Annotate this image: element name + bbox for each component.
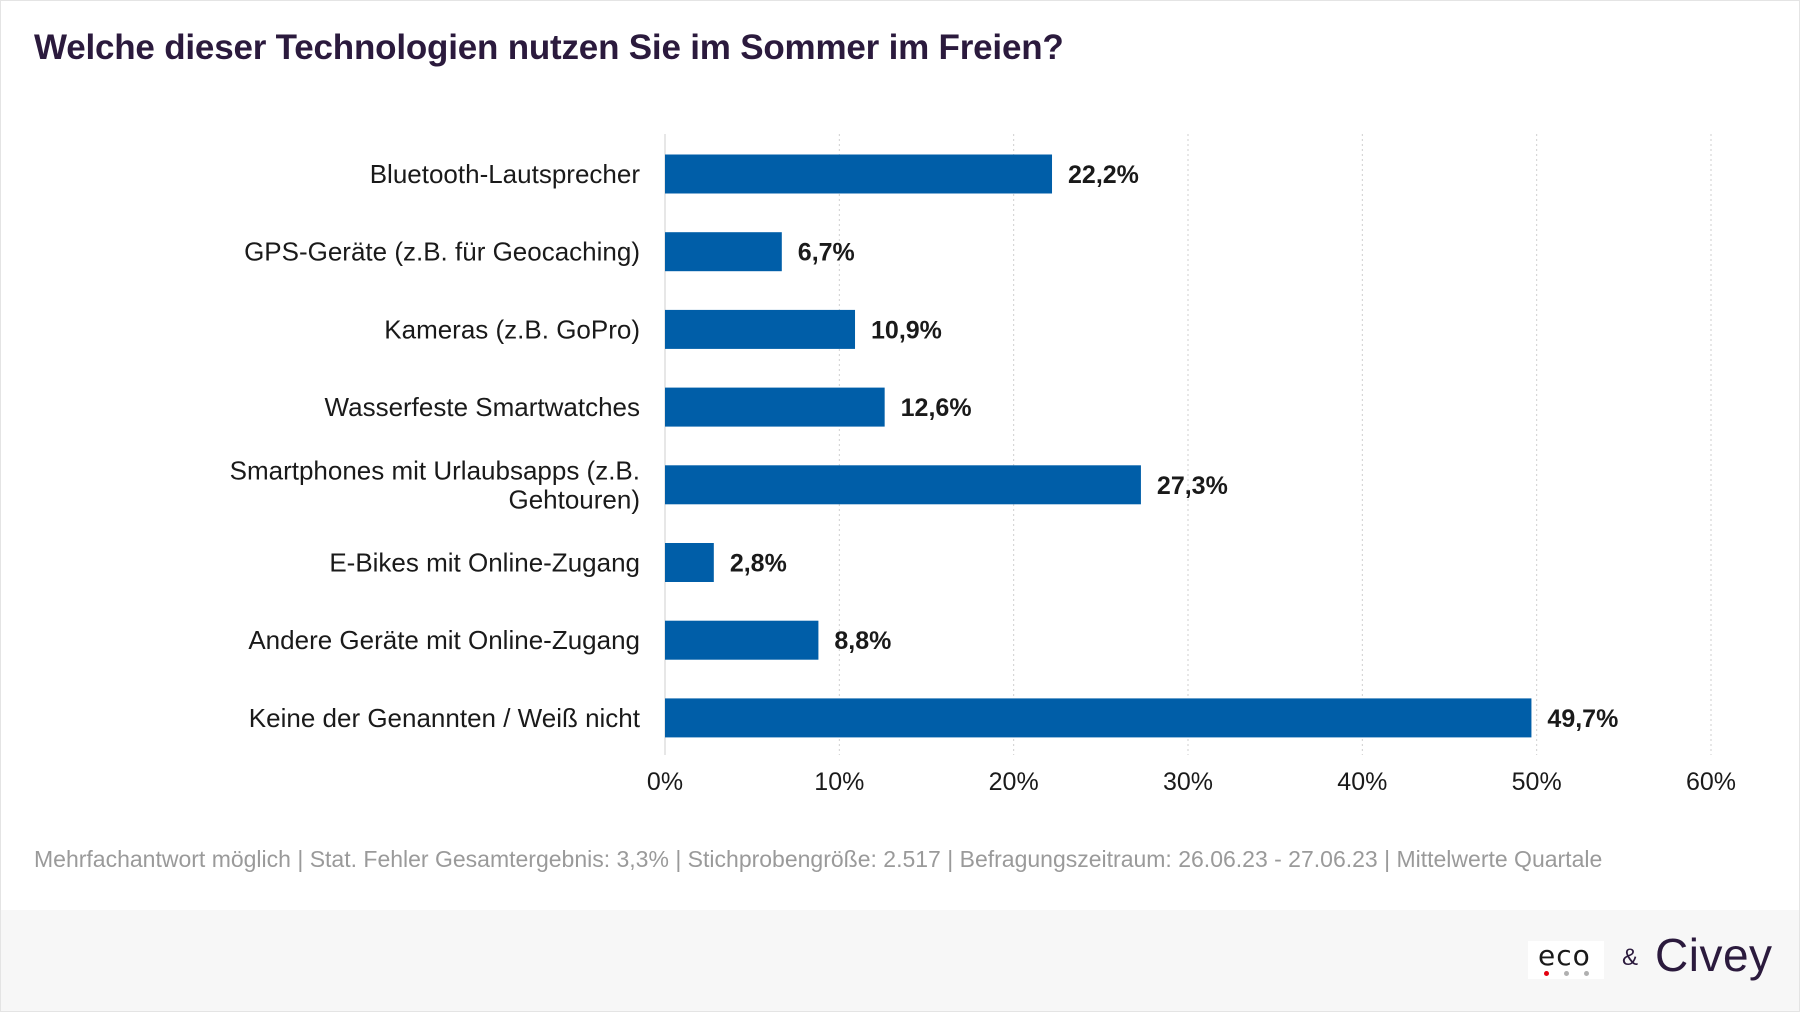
bar bbox=[665, 232, 782, 272]
value-label: 10,9% bbox=[871, 316, 942, 344]
bar bbox=[665, 154, 1053, 194]
value-label: 2,8% bbox=[730, 550, 787, 578]
bar bbox=[665, 620, 819, 660]
category-label: Keine der Genannten / Weiß nicht bbox=[249, 703, 641, 733]
x-tick-label: 10% bbox=[814, 768, 864, 796]
category-label: Bluetooth-Lautsprecher bbox=[370, 159, 641, 189]
bar bbox=[665, 698, 1532, 738]
footer-bar bbox=[1, 910, 1799, 1011]
value-label: 12,6% bbox=[901, 394, 972, 422]
x-tick-label: 0% bbox=[647, 768, 683, 796]
category-label: Andere Geräte mit Online-Zugang bbox=[248, 625, 640, 655]
x-tick-label: 20% bbox=[989, 768, 1039, 796]
eco-logo-dot bbox=[1544, 971, 1549, 976]
value-label: 27,3% bbox=[1157, 472, 1228, 500]
bar bbox=[665, 387, 885, 427]
value-label: 49,7% bbox=[1547, 705, 1618, 733]
civey-logo: Civey bbox=[1655, 929, 1773, 981]
bar bbox=[665, 465, 1141, 505]
bar bbox=[665, 543, 714, 582]
value-label: 22,2% bbox=[1068, 161, 1139, 189]
category-label: Wasserfeste Smartwatches bbox=[325, 392, 640, 422]
value-label: 8,8% bbox=[834, 627, 891, 655]
eco-logo-dot bbox=[1564, 971, 1569, 976]
value-label: 6,7% bbox=[798, 239, 855, 267]
category-label: E-Bikes mit Online-Zugang bbox=[329, 548, 640, 578]
bar bbox=[665, 309, 856, 349]
footnote: Mehrfachantwort möglich | Stat. Fehler G… bbox=[34, 846, 1603, 872]
logo-ampersand: & bbox=[1622, 944, 1639, 971]
category-label: Gehtouren) bbox=[508, 484, 640, 514]
eco-logo: eco bbox=[1528, 939, 1604, 979]
x-tick-label: 30% bbox=[1163, 768, 1213, 796]
eco-logo-text: eco bbox=[1538, 939, 1591, 972]
category-label: GPS-Geräte (z.B. für Geocaching) bbox=[244, 237, 640, 267]
x-tick-label: 40% bbox=[1337, 768, 1387, 796]
x-tick-label: 60% bbox=[1686, 768, 1736, 796]
bar-chart: 22,2% Bluetooth-Lautsprecher 6,7% GPS-Gerät… bbox=[230, 134, 1736, 796]
category-label: Smartphones mit Urlaubsapps (z.B. bbox=[230, 455, 640, 485]
x-tick-label: 50% bbox=[1512, 768, 1562, 796]
chart-title: Welche dieser Technologien nutzen Sie im… bbox=[34, 28, 1064, 67]
eco-logo-dot bbox=[1584, 971, 1589, 976]
category-label: Kameras (z.B. GoPro) bbox=[384, 314, 640, 344]
